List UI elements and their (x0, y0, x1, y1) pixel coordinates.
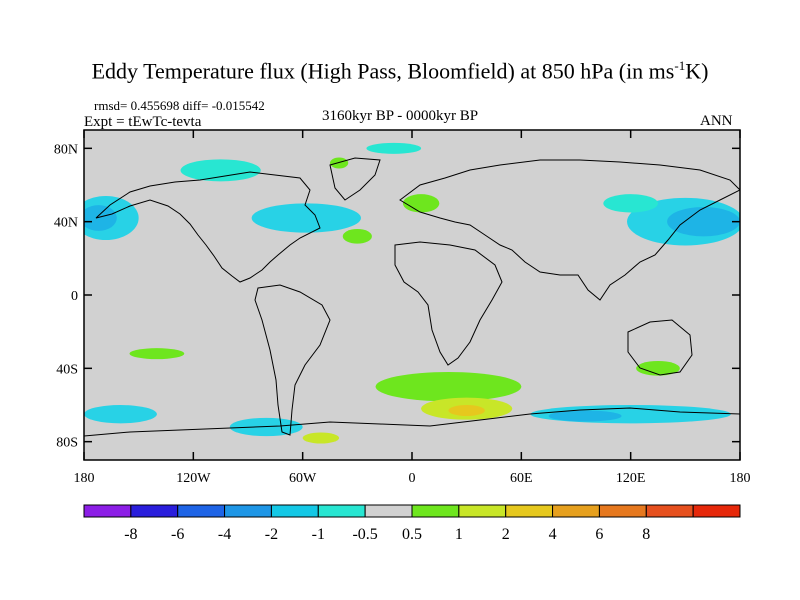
colorbar-swatch (505, 504, 554, 518)
colorbar-swatch (364, 504, 413, 518)
coast-australia (627, 319, 693, 376)
colorbar-label: 4 (549, 526, 557, 543)
lat-tick-label: 80S (56, 436, 78, 451)
anomaly-layer (84, 142, 740, 444)
colorbar-label: 0.5 (402, 526, 422, 543)
coast-south-america (254, 284, 331, 436)
season-label: ANN (700, 113, 733, 129)
colorbar-label: 1 (455, 526, 463, 543)
colorbar-swatch (598, 504, 647, 518)
southern-ocean-core (548, 410, 622, 422)
colorbar-label: -4 (218, 526, 231, 543)
lon-tick-label: 0 (409, 471, 416, 486)
coastline-layer (84, 157, 740, 437)
lon-tick-label: 180 (74, 471, 95, 486)
colorbar: -8 -6 -4 -2 -1 -0.5 0.5 1 2 4 6 8 (83, 504, 741, 543)
colorbar-swatch (224, 504, 272, 518)
north-america-negative (180, 159, 261, 182)
lon-tick-label: 60W (289, 471, 317, 486)
chart-title: Eddy Temperature flux (High Pass, Bloomf… (91, 58, 709, 84)
coast-north-america (95, 171, 321, 283)
colorbar-swatch (458, 504, 507, 518)
colorbar-label: 6 (595, 526, 603, 543)
coast-greenland (329, 157, 381, 201)
north-atlantic-negative (251, 203, 361, 233)
colorbar-swatch (692, 504, 741, 518)
axis-ticks: 80N 40N 0 40S 80S 180 120W 60W 0 60E 120E 180 (54, 130, 751, 486)
colorbar-swatch (552, 504, 600, 518)
north-siberia-negative (603, 194, 659, 213)
colorbar-label: 2 (502, 526, 510, 543)
lat-tick-label: 80N (54, 142, 78, 157)
colorbar-label: -2 (265, 526, 278, 543)
coast-antarctica (84, 407, 740, 437)
coast-eurasia (399, 159, 740, 301)
north-pacific-core (84, 205, 117, 231)
lat-tick-label: 40S (56, 362, 78, 377)
australia-positive (636, 361, 680, 376)
europe-positive (402, 194, 440, 213)
rmsd-label: rmsd= 0.455698 diff= -0.015542 (94, 98, 265, 113)
colorbar-swatch (130, 504, 179, 518)
colorbar-swatch (83, 504, 132, 518)
lat-tick-label: 0 (71, 289, 78, 304)
colorbar-swatch (177, 504, 226, 518)
south-atlantic-orange (448, 405, 485, 416)
colorbar-swatch (645, 504, 694, 518)
colorbar-label: -1 (312, 526, 325, 543)
south-pacific-positive (129, 348, 185, 360)
south-atlantic-positive (375, 372, 522, 402)
coast-africa (394, 241, 503, 366)
greenland-positive (330, 157, 349, 169)
nw-pacific-core (667, 207, 740, 237)
arctic-negative (366, 142, 422, 154)
southern-ocean-negative-1 (84, 405, 157, 424)
colorbar-label: -8 (124, 526, 137, 543)
colorbar-label: 8 (642, 526, 650, 543)
lon-tick-label: 120W (176, 471, 211, 486)
mid-atlantic-positive (342, 229, 372, 244)
colorbar-swatch (270, 504, 319, 518)
experiment-label: Expt = tEwTc-tevta (84, 114, 202, 130)
antarctic-positive (302, 432, 340, 444)
lat-tick-label: 40N (54, 216, 78, 231)
colorbar-swatch (317, 504, 366, 518)
colorbar-swatch (411, 504, 460, 518)
period-label: 3160kyr BP - 0000kyr BP (322, 108, 479, 124)
lon-tick-label: 60E (510, 471, 533, 486)
colorbar-label: -0.5 (352, 526, 377, 543)
lon-tick-label: 120E (616, 471, 646, 486)
lon-tick-label: 180 (730, 471, 751, 486)
colorbar-label: -6 (171, 526, 184, 543)
